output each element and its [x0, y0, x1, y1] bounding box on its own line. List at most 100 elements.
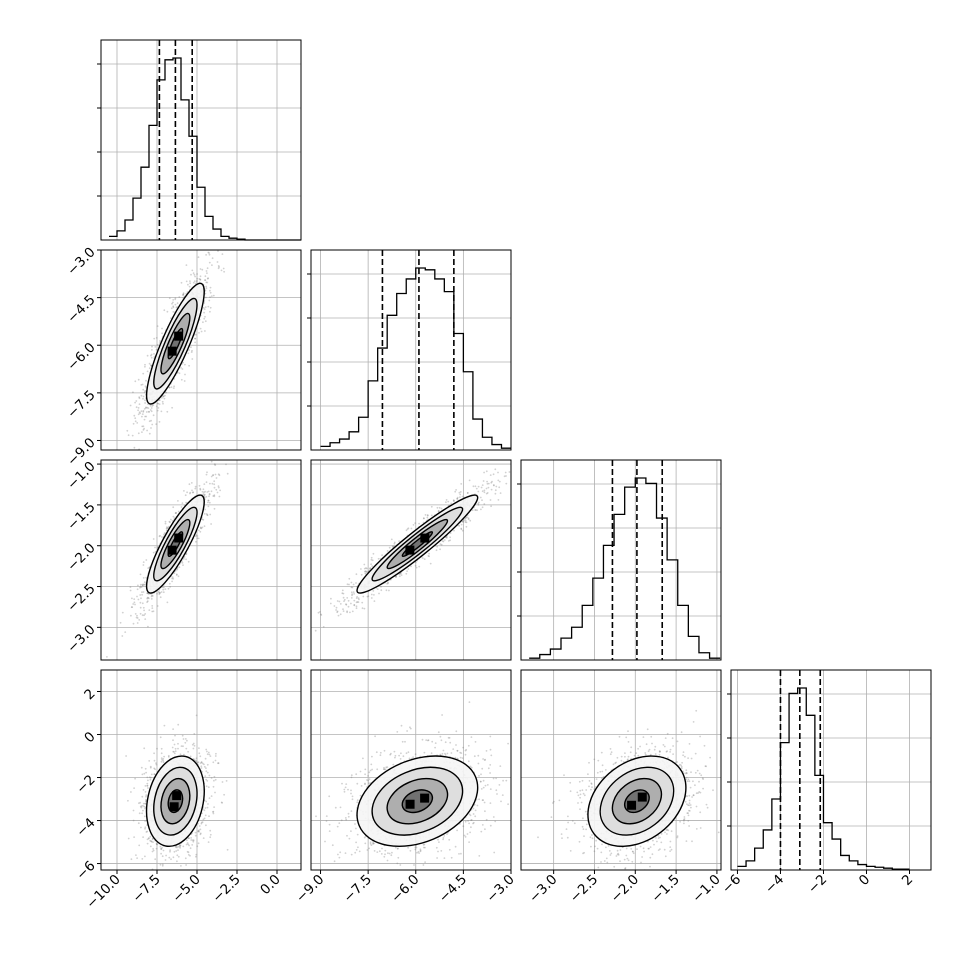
scatter-point — [194, 341, 197, 344]
scatter-point — [392, 545, 395, 548]
scatter-point — [145, 379, 147, 382]
scatter-point — [346, 610, 348, 613]
scatter-point — [395, 575, 397, 578]
scatter-point — [133, 836, 136, 838]
scatter-point — [158, 592, 161, 595]
scatter-point — [139, 412, 142, 415]
scatter-point — [162, 849, 165, 852]
scatter-point — [202, 306, 205, 309]
scatter-point — [206, 277, 209, 280]
scatter-point — [405, 572, 408, 575]
scatter-point — [187, 352, 190, 355]
scatter-point — [342, 610, 345, 612]
scatter-point — [211, 257, 214, 260]
scatter-point — [139, 594, 142, 596]
scatter-point — [192, 840, 195, 843]
scatter-point — [460, 528, 463, 531]
scatter-point — [215, 488, 218, 491]
scatter-point — [172, 387, 175, 389]
scatter-point — [422, 517, 425, 520]
scatter-point — [139, 585, 142, 588]
scatter-point — [177, 849, 179, 851]
scatter-point — [199, 828, 202, 831]
scatter-point — [163, 532, 166, 535]
scatter-point — [164, 394, 166, 397]
scatter-point — [453, 499, 455, 502]
scatter-point — [142, 804, 144, 807]
scatter-point — [351, 594, 353, 597]
scatter-point — [172, 306, 175, 309]
scatter-point — [205, 287, 208, 290]
scatter-point — [487, 486, 490, 489]
scatter-point — [483, 489, 486, 492]
scatter-point — [191, 349, 193, 352]
scatter-point — [146, 592, 149, 595]
scatter-point — [193, 273, 196, 276]
scatter-point — [188, 349, 190, 351]
scatter-point — [163, 309, 166, 312]
scatter-point — [153, 773, 156, 775]
scatter-point — [386, 550, 389, 552]
scatter-point — [187, 837, 190, 840]
scatter-point — [198, 752, 201, 755]
scatter-point — [145, 415, 148, 418]
scatter-point — [153, 759, 156, 762]
scatter-point — [207, 251, 210, 254]
scatter-point — [395, 575, 397, 578]
scatter-point — [492, 484, 495, 486]
scatter-point — [181, 562, 184, 564]
scatter-point — [132, 622, 135, 625]
scatter-point — [158, 399, 161, 401]
scatter-point — [366, 567, 368, 570]
scatter-point — [146, 592, 149, 594]
scatter-point — [134, 420, 137, 423]
scatter-point — [209, 833, 212, 836]
scatter-point — [369, 567, 371, 570]
scatter-point — [486, 480, 488, 483]
scatter-point — [142, 411, 145, 413]
scatter-point — [213, 494, 216, 497]
scatter-point — [149, 766, 152, 769]
scatter-point — [171, 577, 174, 580]
scatter-point — [372, 590, 375, 592]
scatter-point — [217, 267, 220, 270]
scatter-point — [202, 818, 205, 821]
scatter-point — [169, 521, 171, 524]
scatter-point — [137, 378, 140, 381]
scatter-point — [497, 499, 500, 501]
scatter-point — [194, 282, 197, 285]
scatter-point — [138, 397, 141, 400]
density-panel-0-2 — [100, 459, 302, 661]
scatter-point — [162, 586, 165, 589]
scatter-point — [184, 373, 186, 376]
scatter-point — [220, 269, 223, 272]
scatter-point — [361, 607, 364, 610]
scatter-point — [204, 807, 207, 809]
scatter-point — [202, 518, 205, 521]
scatter-point — [143, 609, 146, 612]
scatter-point — [200, 822, 203, 825]
scatter-point — [146, 596, 149, 599]
scatter-point — [445, 536, 447, 539]
scatter-point — [362, 595, 365, 598]
scatter-point — [167, 587, 170, 590]
density-panel-0-1 — [100, 249, 302, 451]
scatter-point — [174, 297, 177, 299]
scatter-point — [350, 581, 353, 584]
scatter-point — [143, 391, 146, 394]
scatter-point — [194, 535, 197, 538]
scatter-point — [406, 570, 408, 572]
scatter-point — [153, 353, 155, 355]
scatter-point — [485, 470, 488, 473]
scatter-point — [199, 278, 202, 281]
scatter-point — [203, 525, 206, 527]
scatter-point — [139, 601, 142, 604]
scatter-point — [156, 843, 159, 846]
scatter-point — [201, 526, 204, 529]
scatter-point — [208, 493, 211, 495]
scatter-point — [195, 534, 198, 537]
scatter-point — [204, 814, 207, 817]
scatter-point — [204, 292, 207, 295]
density-peak-block — [405, 545, 415, 555]
scatter-point — [144, 415, 147, 418]
